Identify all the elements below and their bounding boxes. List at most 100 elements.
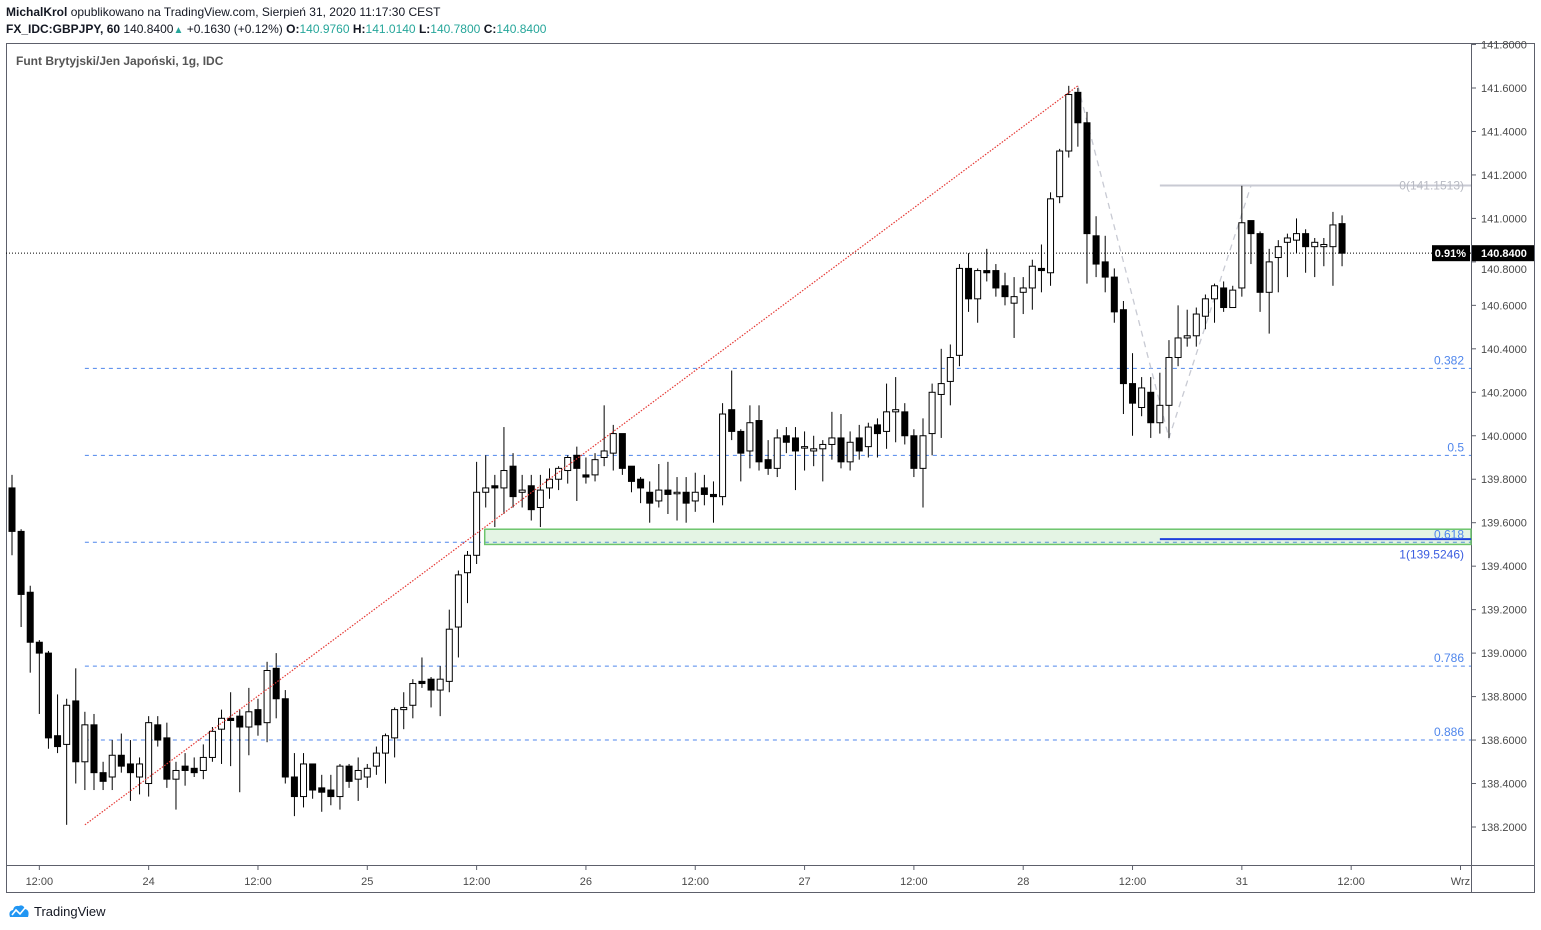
candle-body-bull: [1010, 296, 1018, 304]
candle: [454, 570, 462, 658]
candle: [1065, 85, 1073, 158]
candle: [1028, 259, 1036, 310]
fib-level-label: 0.886: [1434, 725, 1464, 739]
candle-body-bear: [126, 763, 134, 774]
candle: [44, 650, 52, 749]
candle: [609, 424, 617, 471]
candle: [1074, 88, 1082, 147]
chart-frame: [6, 43, 1535, 893]
candle: [901, 403, 909, 445]
candle: [1010, 277, 1018, 338]
candle-body-bull: [673, 491, 681, 495]
y-tick-label: 139.8000: [1481, 474, 1527, 486]
candle-body-bull: [828, 437, 836, 445]
y-tick-label: 141.4000: [1481, 126, 1527, 138]
candle: [1229, 285, 1237, 309]
candle-body-bear: [1037, 267, 1045, 272]
candle: [254, 698, 262, 736]
candle-body-bear: [983, 270, 991, 274]
close-label: C:: [483, 22, 497, 36]
candle-body-bear: [227, 717, 235, 721]
fib-level-label: 0.5: [1447, 440, 1464, 454]
candle: [892, 377, 900, 443]
publish-info: MichalKrol opublikowano na TradingView.c…: [6, 5, 440, 19]
x-tick-label: 12:00: [1119, 876, 1147, 888]
y-tick-label: 140.0000: [1481, 431, 1527, 443]
candle: [1129, 353, 1137, 436]
candle-body-bear: [1147, 391, 1155, 424]
x-tick-label: 12:00: [681, 876, 709, 888]
candle-body-bull: [199, 756, 207, 771]
author-name[interactable]: MichalKrol: [6, 5, 68, 19]
candle: [1274, 240, 1282, 293]
candle: [126, 740, 134, 801]
y-tick-label: 138.2000: [1481, 822, 1527, 834]
candle-body-bull: [819, 443, 827, 450]
candle: [755, 405, 763, 471]
candle: [837, 414, 845, 469]
candle: [782, 427, 790, 454]
candle-body-bear: [1338, 223, 1346, 254]
candle-body-bull: [454, 574, 462, 628]
candle: [1256, 231, 1264, 312]
candle-body-bear: [637, 478, 645, 489]
brand-name: TradingView: [34, 903, 106, 919]
candle: [545, 468, 553, 499]
candle-body-bear: [527, 485, 535, 511]
candle: [1110, 268, 1118, 323]
candle: [1119, 301, 1127, 415]
candle: [1192, 307, 1200, 347]
candle: [272, 653, 280, 719]
candle-body-bull: [655, 489, 663, 502]
candle: [336, 763, 344, 810]
candle: [409, 679, 417, 719]
candle-body-bull: [1165, 357, 1173, 406]
candle: [764, 440, 772, 475]
candle: [8, 474, 16, 556]
candle-body-bull: [801, 446, 809, 449]
candle-body-bear: [309, 763, 317, 791]
candle: [819, 440, 827, 482]
candle-body-bull: [172, 769, 180, 780]
candle: [928, 383, 936, 456]
candle: [536, 474, 544, 528]
candle: [1083, 111, 1091, 284]
candle-body-bear: [1129, 383, 1137, 404]
candle-body-bear: [1092, 235, 1100, 265]
candle: [646, 481, 654, 523]
candle-body-bull: [208, 730, 216, 758]
candle-body-bear: [664, 489, 672, 495]
close-value: 140.8400: [496, 22, 547, 36]
tradingview-logo[interactable]: TradingView: [8, 903, 106, 919]
candle-body-bull: [372, 752, 380, 767]
y-tick-label: 140.6000: [1481, 300, 1527, 312]
candle: [1247, 220, 1255, 265]
candle-body-bear: [418, 680, 426, 685]
candle-body-bull: [609, 433, 617, 454]
candle: [1037, 244, 1045, 293]
trend-line: [84, 85, 1079, 826]
candle: [1056, 148, 1064, 204]
candle-body-bull: [400, 706, 408, 711]
candle: [965, 253, 973, 312]
candle-body-bull: [1293, 233, 1301, 241]
candle-body-bear: [427, 678, 435, 691]
x-tick-label: 31: [1236, 876, 1248, 888]
candle: [719, 403, 727, 506]
candle: [427, 677, 435, 708]
candle-body-bull: [500, 470, 508, 489]
candle: [627, 465, 635, 493]
candle: [1293, 218, 1301, 254]
candle-body-bull: [1320, 243, 1328, 248]
last-price: 140.8400: [123, 22, 174, 36]
candle: [181, 753, 189, 786]
candle-body-bear: [117, 754, 125, 767]
candle: [54, 694, 62, 754]
candle: [509, 453, 517, 508]
candle-body-bull: [955, 267, 963, 356]
fib-ext-label-1: 1(139.5246): [1399, 547, 1464, 561]
candle-body-bull: [1138, 387, 1146, 409]
fib-ext-label-0: 0(141.1513): [1399, 179, 1464, 193]
candle: [17, 529, 25, 628]
